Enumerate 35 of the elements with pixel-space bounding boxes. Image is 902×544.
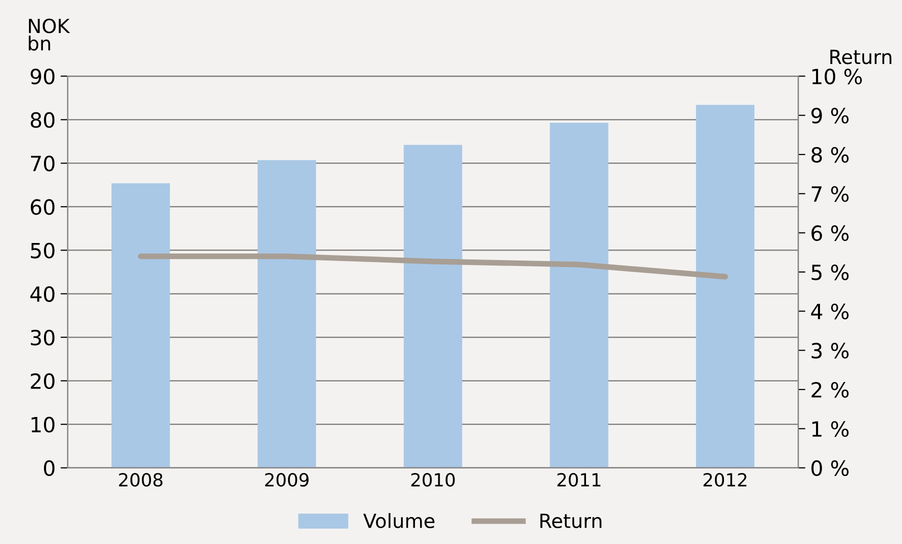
y2-tick-label: 7 %	[812, 186, 849, 202]
y2-tick-label: 0 %	[811, 460, 849, 476]
y-tick-label: 80	[30, 112, 54, 128]
y2-tick-label: 6 %	[812, 225, 849, 242]
bar	[258, 160, 316, 468]
y2-tick-label: 3 %	[812, 342, 849, 359]
x-tick-label: 2008	[119, 473, 162, 487]
y-tick-label: 90	[30, 68, 54, 84]
legend-label: Volume	[363, 513, 434, 528]
y2-tick-label: 5 %	[812, 264, 849, 280]
y2-tick-label: 4 %	[811, 304, 849, 320]
bar	[111, 183, 170, 468]
y2-tick-label: 8 %	[811, 146, 849, 163]
legend-label: Return	[540, 514, 602, 528]
y-tick-label: 60	[30, 199, 54, 215]
y-tick-label: 40	[30, 286, 54, 302]
y-tick-label: 20	[30, 373, 54, 390]
x-tick-label: 2010	[411, 473, 455, 487]
y-axis-title: NOK bn	[28, 18, 70, 51]
y-tick-label: 0	[44, 460, 54, 476]
bar	[696, 104, 754, 468]
y-tick-label: 70	[31, 156, 54, 172]
bar	[550, 122, 608, 468]
y2-tick-label: 10 %	[812, 68, 862, 84]
x-tick-label: 2009	[265, 473, 309, 487]
y2-axis-title: Return	[830, 50, 892, 64]
y-tick-label: 50	[30, 242, 54, 258]
x-tick-label: 2012	[704, 473, 746, 487]
x-tick-label: 2011	[557, 473, 600, 487]
bar	[404, 144, 462, 468]
y-tick-label: 30	[30, 330, 54, 346]
y2-tick-label: 2 %	[812, 382, 849, 398]
y-tick-label: 10	[32, 416, 54, 433]
y2-tick-label: 1 %	[812, 421, 849, 437]
y2-tick-label: 9 %	[811, 108, 849, 124]
